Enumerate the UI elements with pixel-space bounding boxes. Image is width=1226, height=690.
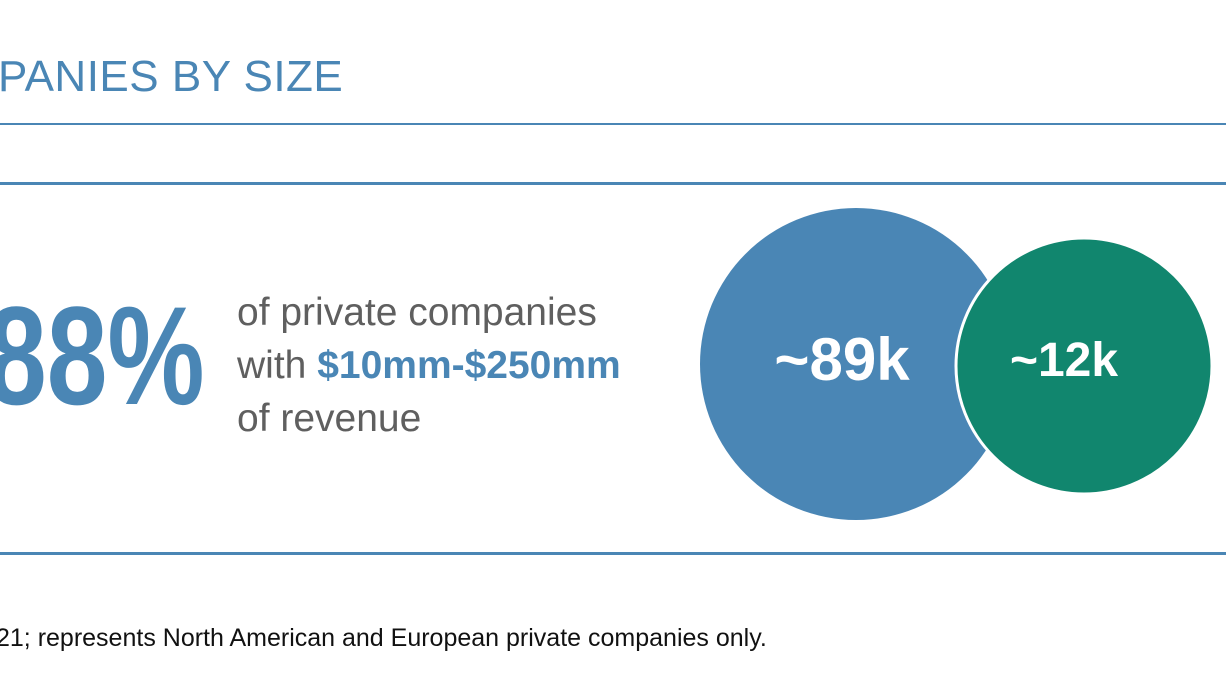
- bubble-chart: ~89k ~12k: [700, 208, 1214, 520]
- title-divider: [0, 123, 1226, 125]
- stat-description-line-2: with $10mm-$250mm: [237, 339, 621, 392]
- bubble-large-label: ~89k: [774, 326, 910, 393]
- panel-top-border: [0, 182, 1226, 185]
- stat-description-prefix: with: [237, 344, 318, 387]
- stat-description-line-3: of revenue: [237, 397, 422, 440]
- bubble-small: [954, 236, 1214, 496]
- stat-description-line-1: of private companies: [237, 291, 597, 334]
- panel-bottom-border: [0, 552, 1226, 555]
- page-title: PANIES BY SIZE: [0, 52, 344, 101]
- revenue-range-highlight: $10mm-$250mm: [317, 344, 621, 387]
- footnote: 21; represents North American and Europe…: [0, 624, 767, 652]
- stat-description: of private companies with $10mm-$250mm o…: [237, 286, 621, 445]
- bubble-large: [700, 208, 1012, 520]
- percent-stat: 88%: [0, 277, 205, 434]
- bubble-small-label: ~12k: [1010, 334, 1118, 387]
